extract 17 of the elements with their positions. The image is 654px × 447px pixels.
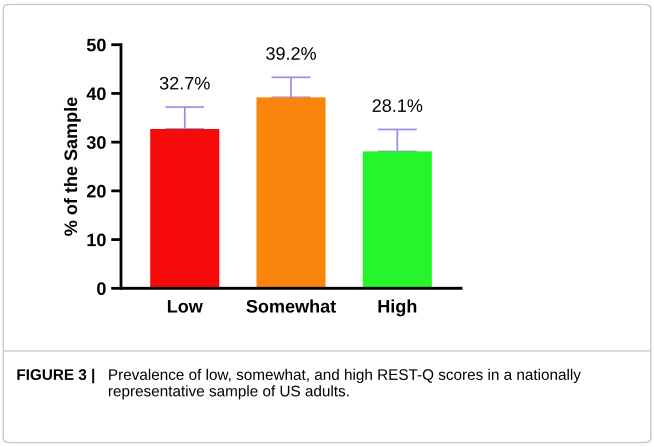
bar [150,128,220,288]
y-tick-label: 0 [97,282,106,296]
y-tick-label: 40 [86,87,106,100]
y-tick-label: 10 [87,234,106,246]
data-label: 39.2% [266,47,316,60]
x-tick-label: Somewhat [246,299,336,313]
bar [256,97,326,288]
caption: FIGURE 3 | Prevalence of low, somewhat, and high REST-Q scores in a nationally representative sample of US adults. [17,368,581,400]
y-axis-title: % of the Sample [64,97,81,236]
y-tick-label: 30 [86,136,106,149]
bar [362,151,432,288]
data-label: 32.7% [160,76,210,90]
y-tick-label: 20 [86,184,106,198]
x-tick-label: High [378,299,416,316]
y-tick-label: 50 [86,38,106,52]
x-tick-label: Low [168,300,203,313]
data-label: 28.1% [372,99,422,112]
